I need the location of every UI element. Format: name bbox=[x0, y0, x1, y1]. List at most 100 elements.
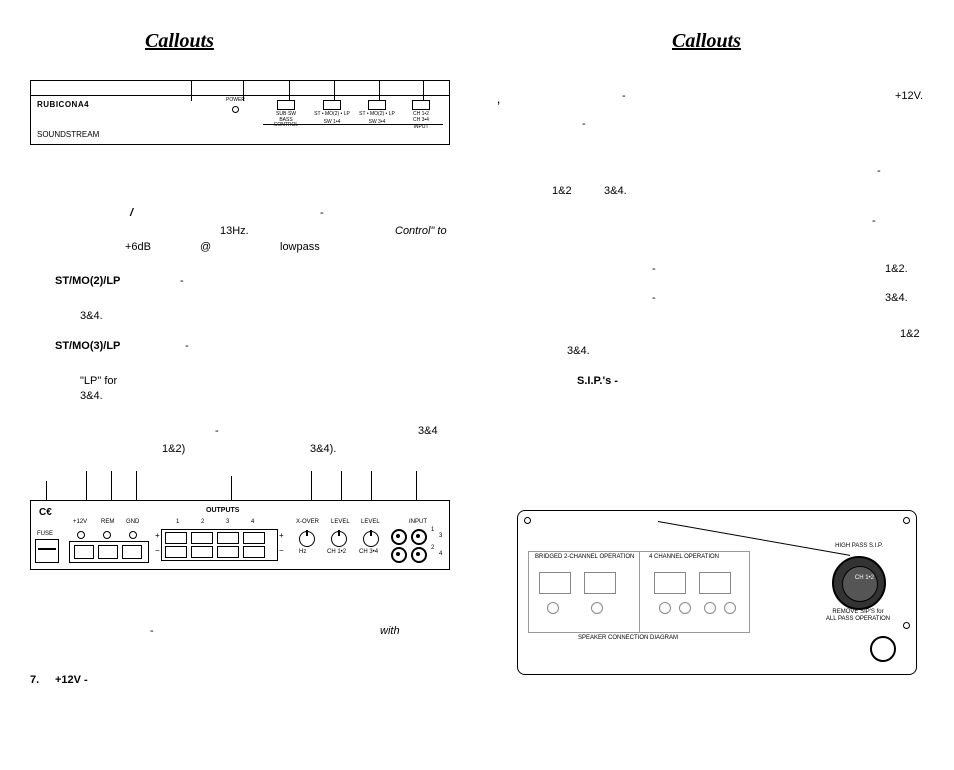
connection-diagram-panel: BRIDGED 2-CHANNEL OPERATION 4 CHANNEL OP… bbox=[528, 551, 750, 633]
stmo2-label: ST/MO(2)/LP bbox=[55, 275, 120, 287]
right-column: Callouts ‚ - +12V. - - 1&2 3&4. - - 1&2.… bbox=[477, 0, 954, 770]
control-text: Control" to bbox=[395, 225, 447, 237]
at-symbol: @ bbox=[200, 241, 211, 253]
ch12-text: 1&2) bbox=[162, 443, 185, 455]
dash: - bbox=[877, 165, 881, 177]
dash: - bbox=[215, 425, 219, 437]
screw-terminal bbox=[77, 531, 85, 539]
mini-amp-icon bbox=[539, 572, 571, 594]
fuse-holder bbox=[35, 539, 59, 563]
rca-jack bbox=[411, 547, 427, 563]
page: Callouts RUBICONA4 SOUNDSTREAM POWER bbox=[0, 0, 954, 770]
ch12-text: 1&2 bbox=[900, 328, 920, 340]
ch34-text: 3&4. bbox=[604, 185, 627, 197]
term-label-gnd: GND bbox=[126, 519, 139, 525]
lowpass-text: lowpass bbox=[280, 241, 320, 253]
ce-mark: C€ bbox=[39, 507, 52, 518]
dash: - bbox=[872, 215, 876, 227]
out-num: 2 bbox=[201, 519, 204, 525]
leader-line bbox=[416, 471, 417, 501]
ch34-text: 3&4. bbox=[80, 390, 103, 402]
leader-line bbox=[341, 471, 342, 501]
mini-port-icon bbox=[547, 602, 559, 614]
mode-switch-2: ST • MO(2) • LP SW 3•4 bbox=[359, 98, 395, 125]
dial-bottom-label: REMOVE SIP'S forALL PASS OPERATION bbox=[818, 609, 898, 622]
divider bbox=[639, 552, 640, 632]
screw-terminal bbox=[129, 531, 137, 539]
input-switch: CH 1•2CH 3•4 INPUT bbox=[403, 98, 439, 131]
leader-line bbox=[231, 476, 232, 501]
mode-switch-1: ST • MO(2) • LP SW 1•4 bbox=[314, 98, 350, 125]
terminal-icon bbox=[217, 532, 239, 544]
mini-amp-icon bbox=[699, 572, 731, 594]
screw-icon bbox=[903, 622, 910, 629]
rca-jack bbox=[411, 529, 427, 545]
switch-icon bbox=[277, 100, 295, 110]
channel-line bbox=[263, 124, 443, 125]
rca-num: 2 bbox=[431, 545, 434, 551]
terminal-icon bbox=[74, 545, 94, 559]
4ch-label: 4 CHANNEL OPERATION bbox=[649, 554, 719, 560]
outputs-label: OUTPUTS bbox=[206, 507, 239, 514]
ch34-label: CH 3•4 bbox=[359, 549, 378, 555]
dash: - bbox=[622, 90, 626, 102]
plus12v: +12V. bbox=[895, 90, 923, 102]
ch12-label: CH 1•2 bbox=[327, 549, 346, 555]
subbrand-text: SOUNDSTREAM bbox=[37, 130, 99, 139]
switch-icon bbox=[412, 100, 430, 110]
dash: - bbox=[582, 118, 586, 130]
output-block bbox=[161, 529, 278, 561]
corner-knob bbox=[870, 636, 896, 662]
leader-line bbox=[311, 471, 312, 501]
level-knob-1 bbox=[331, 531, 347, 547]
plus12v-label: +12V - bbox=[55, 674, 88, 686]
lp-for-text: "LP" for bbox=[80, 375, 117, 387]
hz-label: Hz bbox=[299, 549, 306, 555]
switch-icon bbox=[323, 100, 341, 110]
left-column: Callouts RUBICONA4 SOUNDSTREAM POWER bbox=[0, 0, 477, 770]
xover-label: X-OVER bbox=[296, 519, 319, 525]
dash: - bbox=[185, 340, 189, 352]
output-row bbox=[162, 546, 277, 558]
ch34-text: 3&4. bbox=[80, 310, 103, 322]
leader-line bbox=[86, 471, 87, 501]
dial-inner bbox=[842, 566, 878, 602]
ch34-text: 3&4. bbox=[567, 345, 590, 357]
stmo3-label: ST/MO(3)/LP bbox=[55, 340, 120, 352]
switch-icon bbox=[368, 100, 386, 110]
rca-jack bbox=[391, 529, 407, 545]
dash: - bbox=[652, 263, 656, 275]
terminal-icon bbox=[191, 546, 213, 558]
minus-sign: − bbox=[155, 546, 160, 555]
terminal-icon bbox=[243, 546, 265, 558]
speaker-diagram-label: SPEAKER CONNECTION DIAGRAM bbox=[578, 635, 678, 641]
terminal-icon bbox=[243, 532, 265, 544]
freq-13hz: 13Hz. bbox=[220, 225, 249, 237]
dash: - bbox=[180, 275, 184, 287]
callouts-title-right: Callouts bbox=[672, 30, 929, 53]
diagram-bottom-cover: BRIDGED 2-CHANNEL OPERATION 4 CHANNEL OP… bbox=[517, 510, 917, 675]
rca-jack bbox=[391, 547, 407, 563]
leader-line bbox=[111, 471, 112, 501]
highpass-sip-dial bbox=[832, 556, 886, 610]
ch12-text: 1&2. bbox=[885, 263, 908, 275]
dash: - bbox=[320, 207, 324, 219]
dash: - bbox=[150, 625, 154, 637]
brand-text: RUBICONA4 bbox=[37, 100, 89, 109]
terminal-icon bbox=[98, 545, 118, 559]
rca-num: 4 bbox=[439, 551, 442, 557]
output-row bbox=[162, 530, 277, 546]
terminal-icon bbox=[165, 532, 187, 544]
diagram-front-panel: RUBICONA4 SOUNDSTREAM POWER SUB·SWBASSCO… bbox=[30, 80, 450, 145]
level-knob-2 bbox=[363, 531, 379, 547]
diagram1-top-frame bbox=[31, 81, 449, 96]
mini-port-icon bbox=[659, 602, 671, 614]
bridged-label: BRIDGED 2-CHANNEL OPERATION bbox=[535, 554, 634, 560]
mini-amp-icon bbox=[654, 572, 686, 594]
diagram-rear-panel: C€ FUSE +12V REM GND OUTPUTS 1 2 3 4 bbox=[30, 500, 450, 570]
dash: - bbox=[652, 292, 656, 304]
plus6db: +6dB bbox=[125, 241, 151, 253]
out-num: 4 bbox=[251, 519, 254, 525]
with-text: with bbox=[380, 625, 400, 637]
terminal-icon bbox=[165, 546, 187, 558]
